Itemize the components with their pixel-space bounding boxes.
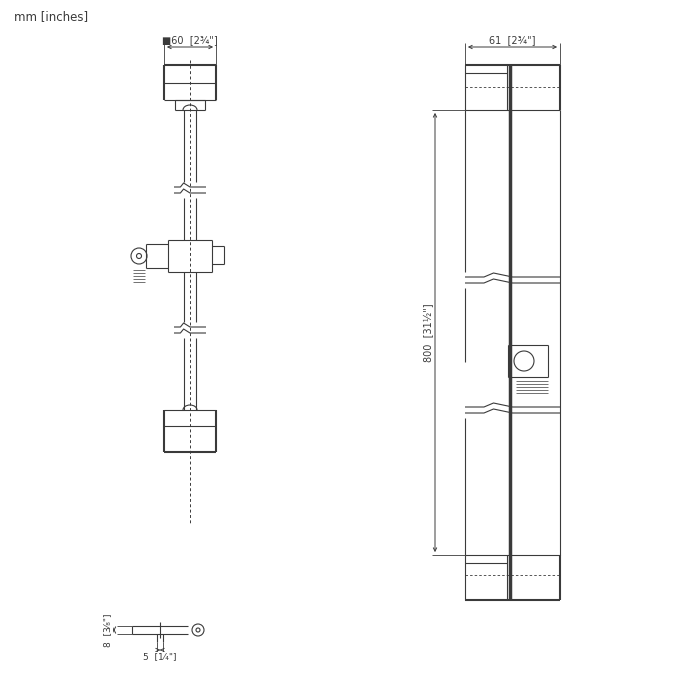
- Text: 800  [31½"]: 800 [31½"]: [424, 303, 434, 362]
- Text: mm [inches]: mm [inches]: [14, 10, 88, 24]
- Text: ■60  [2¾"]: ■60 [2¾"]: [162, 35, 218, 45]
- Text: 61  [2¾"]: 61 [2¾"]: [489, 35, 536, 45]
- Text: 5  [1⁄₄"]: 5 [1⁄₄"]: [144, 652, 176, 662]
- Text: 8  [3⁄₈"]: 8 [3⁄₈"]: [104, 613, 113, 647]
